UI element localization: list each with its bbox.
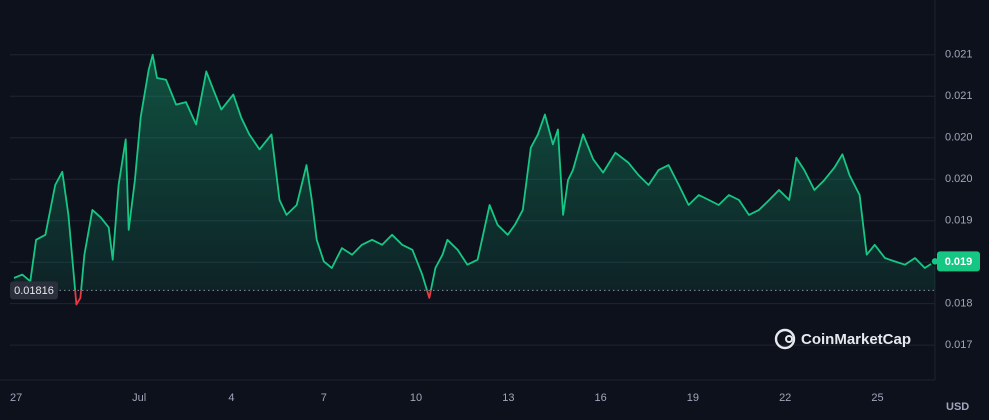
currency-label: USD <box>946 401 969 413</box>
y-tick-label: 0.020 <box>945 173 973 185</box>
x-tick-label: 25 <box>871 392 883 404</box>
watermark-text: CoinMarketCap <box>801 331 911 348</box>
y-tick-label: 0.019 <box>945 215 973 227</box>
watermark: CoinMarketCap <box>774 328 911 350</box>
x-tick-label: 16 <box>594 392 606 404</box>
y-tick-label: 0.020 <box>945 132 973 144</box>
x-tick-label: 13 <box>502 392 514 404</box>
baseline-badge <box>10 281 58 300</box>
price-badge <box>937 251 980 272</box>
x-tick-label: 4 <box>228 392 234 404</box>
y-tick-label: 0.021 <box>945 90 973 102</box>
y-tick-label: 0.021 <box>945 49 973 61</box>
x-tick-label: 22 <box>779 392 791 404</box>
price-label: 0.019 <box>945 256 973 268</box>
x-tick-label: 10 <box>410 392 422 404</box>
y-tick-label: 0.018 <box>945 298 973 310</box>
x-tick-label: 7 <box>321 392 327 404</box>
baseline-label: 0.01816 <box>14 285 54 297</box>
price-line <box>13 53 936 291</box>
x-tick-label: 19 <box>687 392 699 404</box>
y-tick-label: 0.017 <box>945 339 973 351</box>
x-tick-label: Jul <box>132 392 146 404</box>
x-tick-label: 27 <box>10 392 22 404</box>
area <box>14 54 935 291</box>
